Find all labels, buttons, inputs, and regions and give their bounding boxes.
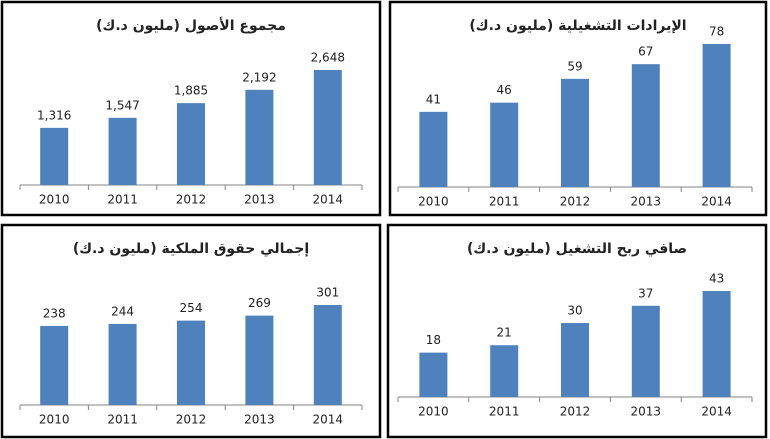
x-tick-label: 2014 (701, 195, 732, 209)
value-label: 67 (638, 45, 653, 59)
x-tick-label: 2010 (418, 195, 449, 209)
chart-title: إجمالي حقوق الملكية (مليون د.ك) (73, 241, 309, 257)
bar (419, 352, 448, 397)
value-label: 78 (709, 25, 724, 39)
bar (108, 323, 137, 405)
x-tick-label: 2014 (313, 193, 344, 207)
x-tick-label: 2012 (560, 405, 591, 419)
bar (631, 64, 660, 187)
x-tick-label: 2010 (418, 405, 449, 419)
value-label: 18 (426, 333, 441, 347)
value-label: 301 (316, 286, 339, 300)
bar (245, 89, 274, 185)
x-tick-label: 2014 (313, 413, 344, 427)
value-label: 254 (180, 301, 203, 315)
value-label: 2,192 (242, 70, 276, 84)
value-label: 21 (497, 326, 512, 340)
value-label: 244 (111, 304, 134, 318)
value-label: 46 (497, 83, 512, 97)
x-tick-label: 2010 (39, 413, 70, 427)
x-tick-label: 2011 (489, 405, 520, 419)
bar (702, 291, 731, 397)
x-tick-label: 2012 (176, 413, 207, 427)
value-label: 1,547 (105, 98, 139, 112)
chart-title: صافي ربح التشغيل (مليون د.ك) (467, 241, 687, 257)
bar (631, 305, 660, 397)
bar (40, 325, 69, 405)
value-label: 269 (248, 296, 271, 310)
value-label: 41 (426, 92, 441, 106)
bar (561, 323, 589, 397)
value-label: 59 (567, 59, 582, 73)
bar (245, 315, 274, 405)
bar (702, 44, 731, 187)
bar (177, 103, 205, 185)
x-tick-label: 2011 (489, 195, 520, 209)
bar (108, 117, 137, 185)
bar (40, 127, 69, 185)
x-tick-label: 2013 (244, 413, 275, 427)
bar (561, 78, 589, 187)
value-label: 2,648 (311, 51, 345, 65)
x-tick-label: 2014 (701, 405, 732, 419)
value-label: 43 (709, 272, 724, 286)
value-label: 238 (43, 306, 66, 320)
x-tick-label: 2012 (560, 195, 591, 209)
x-tick-label: 2011 (107, 413, 138, 427)
chart-title: مجموع الأصول (مليون د.ك) (96, 17, 286, 34)
bar (313, 305, 342, 405)
x-tick-label: 2013 (244, 193, 275, 207)
bar (177, 320, 205, 405)
value-label: 30 (567, 304, 582, 318)
value-label: 37 (638, 286, 653, 300)
x-tick-label: 2013 (631, 195, 662, 209)
bar (490, 102, 519, 187)
chart-title: الإيرادات التشغيلية (مليون د.ك) (469, 18, 686, 34)
value-label: 1,316 (37, 108, 71, 122)
value-label: 1,885 (174, 84, 208, 98)
bar (313, 70, 342, 185)
x-tick-label: 2010 (39, 193, 70, 207)
x-tick-label: 2012 (176, 193, 207, 207)
bar (490, 345, 519, 397)
bar (419, 111, 448, 187)
x-tick-label: 2011 (107, 193, 138, 207)
x-tick-label: 2013 (631, 405, 662, 419)
